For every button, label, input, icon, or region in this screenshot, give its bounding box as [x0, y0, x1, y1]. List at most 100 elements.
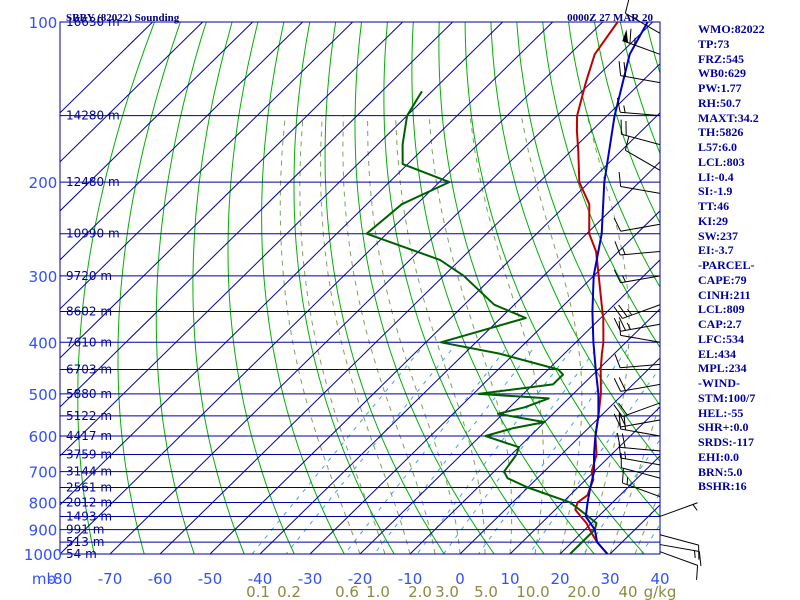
wind-barb [624, 136, 661, 171]
temperature-tick-label: -40 [248, 570, 273, 588]
mixing-ratio-tick-label: 2.0 [408, 583, 432, 600]
wind-barb [618, 320, 661, 343]
wind-barb-half-feather [627, 308, 633, 316]
index-item: TH:5826 [698, 125, 744, 140]
temperature-tick-label: 10 [500, 570, 519, 588]
wind-barb [659, 551, 699, 580]
pressure-tick-label: 1000 [24, 546, 62, 564]
wind-barb-feather [623, 62, 627, 77]
mixing-ratio-tick-label: 40 [618, 583, 637, 600]
index-item: EI:-3.7 [698, 243, 734, 258]
isotherm-line [259, 161, 660, 554]
wind-barb [659, 502, 698, 517]
wind-barbs [613, 0, 702, 580]
wind-barb-feather [618, 171, 622, 187]
wind-barb [659, 534, 700, 560]
wind-barb-staff [622, 482, 661, 498]
index-item: CAPE:79 [698, 272, 747, 287]
wind-barb-staff [659, 534, 699, 546]
dry-adiabat [293, 22, 395, 554]
wind-barb [659, 544, 702, 567]
wind-barb-half-feather [621, 275, 626, 283]
temperature-tick-label: -10 [398, 570, 423, 588]
dry-adiabat [77, 22, 155, 554]
index-item: MPL:234 [698, 361, 747, 376]
temperature-line [574, 22, 619, 554]
height-label: 3759 m [66, 447, 112, 461]
height-label: 54 m [66, 547, 97, 561]
pressure-tick-label: 700 [29, 464, 58, 482]
temperature-tick-label: 0 [455, 570, 465, 588]
pressure-tick-label: 300 [29, 268, 58, 286]
height-label: 5880 m [66, 387, 112, 401]
height-label: 4417 m [66, 429, 112, 443]
wind-barb-feather [613, 269, 622, 283]
wind-barb [613, 269, 661, 284]
isotherm-line [60, 22, 203, 163]
height-label: 16630 m [66, 15, 120, 29]
wind-barb-staff [620, 419, 661, 428]
wind-barb-staff [621, 133, 661, 146]
dry-adiabat [354, 22, 495, 554]
wind-barb-staff [620, 275, 661, 284]
isotherm-line [60, 22, 553, 506]
index-item: EL:434 [698, 346, 737, 361]
temperature-tick-label: -80 [48, 570, 73, 588]
moist-adiabat [279, 115, 361, 554]
wind-barb-staff [620, 185, 661, 194]
temperature-tick-label: -50 [198, 570, 223, 588]
wind-barb-staff [622, 304, 661, 319]
index-item: LCL:809 [698, 302, 745, 317]
moist-adiabat-lines [279, 115, 660, 554]
temperature-tick-label: 40 [650, 570, 669, 588]
height-label: 991 m [66, 523, 104, 537]
wind-barb-staff [620, 383, 661, 392]
wind-barb [613, 377, 661, 392]
wind-barb [613, 412, 661, 428]
mixing-ratio-tick-label: 0.1 [246, 583, 270, 600]
height-label: 14280 m [66, 109, 120, 123]
wind-barb-feather [618, 412, 626, 427]
index-item: SRDS:-117 [698, 435, 755, 449]
pressure-tick-label: 800 [29, 494, 58, 512]
index-item: -WIND- [698, 376, 740, 390]
wind-barb-feather [629, 28, 632, 44]
height-label: 7610 m [66, 335, 112, 349]
index-item: LCL:803 [698, 154, 745, 169]
wind-barb-feather [613, 306, 623, 319]
isotherm-line [359, 259, 660, 554]
dry-adiabat [411, 22, 595, 554]
temperature-tick-label: 30 [600, 570, 619, 588]
mixing-ratio-line [528, 366, 660, 554]
wind-barb-staff [620, 428, 661, 437]
mixing-ratio-line [344, 349, 506, 554]
mixing-ratio-line [285, 349, 452, 554]
wind-barb-feather [624, 0, 630, 14]
indices-panel: WMO:82022 TP:73 FRZ:545 WB0:629 PW:1.77 RH:50… [698, 22, 798, 494]
dry-adiabat [619, 22, 660, 155]
index-item: L57:6.0 [698, 140, 737, 154]
index-item: TT:46 [698, 199, 730, 213]
wind-barb-staff [659, 502, 698, 517]
moist-adiabat [584, 115, 630, 554]
dry-adiabat [542, 22, 660, 349]
isotherm-line [509, 406, 660, 554]
wind-barb-staff [620, 446, 661, 452]
index-item: SI:-1.9 [698, 184, 733, 199]
wind-barb [613, 217, 661, 232]
wind-barb-feather [614, 241, 621, 256]
index-item: EHI:0.0 [698, 449, 740, 464]
pressure-axis-label: mb [32, 570, 56, 588]
index-item: WMO:82022 [698, 22, 765, 36]
wind-barb [614, 354, 661, 369]
wind-barb [613, 402, 661, 418]
wind-barb-feather [618, 377, 626, 391]
temperature-tick-label: -20 [348, 570, 373, 588]
isotherm-line [60, 22, 303, 261]
wind-barb-staff [659, 544, 700, 553]
height-label: 5122 m [66, 409, 112, 423]
isotherm-line [60, 22, 353, 310]
isotherm-line [60, 22, 503, 457]
chart-title: SBBY (82022) Sounding [66, 12, 180, 24]
isotherm-line [60, 22, 403, 359]
